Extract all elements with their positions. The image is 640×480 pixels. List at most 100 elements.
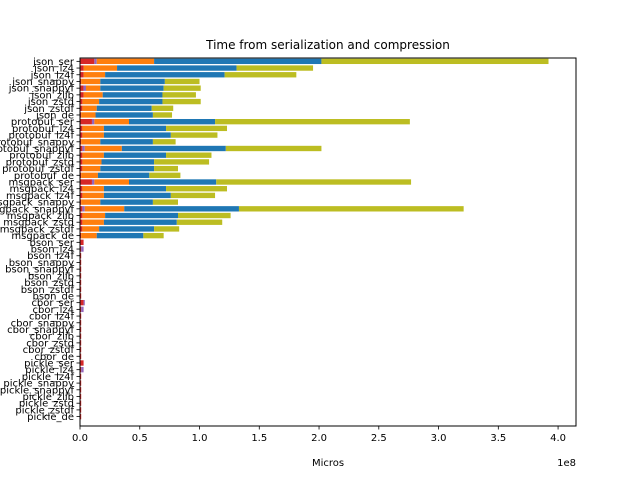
bar-segment [91, 179, 95, 185]
bar-segment [80, 105, 83, 111]
bar-segment [176, 219, 223, 225]
x-tick-label: 2.5 [371, 433, 387, 444]
y-tick-label: bson_zlib [28, 271, 74, 282]
y-tick-label: bson_de [32, 291, 74, 302]
bar-segment [152, 112, 173, 118]
y-tick-label: cbor_lz4 [33, 305, 74, 316]
bar-segment [84, 145, 122, 152]
bar-segment [103, 152, 167, 158]
y-tick-label: msgpack_ser [8, 178, 74, 189]
chart-title: Time from serialization and compression [205, 38, 450, 52]
x-tick-label: 0.0 [72, 433, 88, 444]
bar-segment [166, 152, 212, 158]
bar-segment [81, 199, 101, 205]
bar-segment [100, 85, 164, 91]
bar-segment [149, 172, 181, 178]
bar-segment [166, 125, 228, 132]
x-axis-scale-label: 1e8 [557, 458, 576, 469]
bar-segment [91, 119, 95, 125]
bar-segment [82, 226, 100, 232]
bar-segment [82, 165, 101, 172]
y-tick-label: cbor_de [34, 352, 74, 363]
bar-segment [82, 145, 85, 152]
y-tick-label: bson_lz4 [31, 245, 74, 256]
bar-segment [162, 92, 196, 98]
bar-segment [80, 346, 82, 353]
x-tick-label: 4.0 [550, 433, 566, 444]
bar-segment [81, 139, 101, 145]
bar-segment [80, 286, 82, 292]
y-tick-label: protobuf_snappy [0, 137, 74, 148]
bars-layer [80, 58, 549, 420]
bar-segment [80, 172, 82, 178]
bar-segment [170, 132, 218, 138]
bar-segment [103, 219, 177, 225]
y-tick-label: msgpack_zstdf [0, 224, 74, 235]
bar-segment [82, 132, 104, 138]
bar-segment [80, 152, 83, 158]
bar-segment [81, 306, 84, 313]
bar-segment [216, 179, 412, 185]
bar-segment [80, 226, 83, 232]
y-tick-label: pickle_de [27, 412, 74, 423]
y-tick-label: pickle_snappyf [0, 385, 74, 396]
bar-segment [80, 373, 82, 380]
bar-segment [80, 206, 83, 212]
bar-segment [124, 206, 239, 212]
bar-segment [100, 78, 165, 85]
bar-segment [80, 360, 84, 366]
y-tick-label: cbor_lz4f [29, 312, 74, 323]
bar-segment [143, 232, 164, 239]
bar-segment [83, 65, 118, 71]
y-tick-label: cbor_zlib [30, 332, 74, 343]
bar-segment [103, 125, 167, 132]
bar-segment [152, 199, 179, 205]
bar-segment [82, 186, 104, 192]
bar-segment [238, 206, 464, 212]
y-tick-label: cbor_snappy [11, 318, 74, 329]
bar-segment [80, 413, 82, 420]
bar-segment [96, 232, 144, 239]
bar-segment [96, 105, 152, 111]
y-tick-label: protobuf_de [14, 171, 74, 182]
bar-segment [80, 279, 82, 286]
bar-segment [154, 226, 180, 232]
bar-segment [154, 58, 322, 65]
bar-segment [82, 192, 104, 199]
bar-segment [80, 273, 82, 279]
bar-segment [80, 119, 92, 125]
bar-segment [80, 333, 82, 339]
bar-segment [80, 320, 82, 326]
bar-segment [103, 132, 171, 138]
y-tick-label: protobuf_lz4f [8, 131, 74, 142]
bar-segment [82, 159, 102, 165]
bar-segment [103, 192, 171, 199]
bar-segment [164, 78, 200, 85]
bar-segment [82, 206, 85, 212]
y-tick-label: bson_ser [30, 238, 75, 249]
bar-segment [80, 132, 83, 138]
bar-segment [80, 219, 83, 225]
y-tick-label: protobuf_snappyf [0, 144, 74, 155]
y-tick-label: msgpack_zlib [7, 211, 74, 222]
bar-segment [129, 179, 217, 185]
bar-segment [83, 85, 86, 91]
bar-segment [81, 232, 97, 239]
bar-segment [80, 293, 82, 299]
y-tick-label: bson_zstd [24, 278, 74, 289]
bar-segment [80, 353, 82, 359]
bar-segment [94, 179, 130, 185]
bar-segment [129, 119, 216, 125]
bar-segment [100, 199, 153, 205]
y-tick-label: cbor_snappyf [7, 325, 74, 336]
bar-segment [80, 407, 82, 413]
bar-segment [80, 72, 84, 78]
bar-segment [95, 112, 153, 118]
y-axis-ticks: json_serjson_lz4json_lz4fjson_snappyjson… [0, 57, 80, 423]
bar-segment [103, 186, 167, 192]
y-tick-label: json_zlib [30, 90, 74, 101]
y-tick-label: msgpack_lz4 [10, 184, 74, 195]
bar-segment [166, 186, 228, 192]
bar-segment [80, 78, 82, 85]
